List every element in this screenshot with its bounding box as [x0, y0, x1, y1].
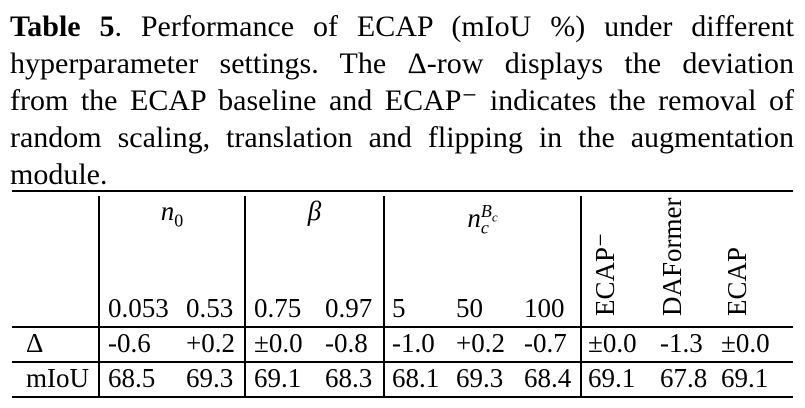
table-cell: 69.1	[588, 363, 636, 393]
table-cell: 68.3	[325, 363, 373, 393]
table-cell: 68.5	[108, 363, 156, 393]
caption-text-1: . Performance of ECAP (mIoU %) under dif…	[114, 10, 795, 43]
table-cell: 68.4	[524, 363, 572, 393]
caption-line-2: hyperparameter settings. The Δ-row displ…	[10, 47, 794, 80]
table-cell: +0.2	[186, 328, 235, 358]
caption-line-1: Table 5. Performance of ECAP (mIoU %) un…	[10, 8, 794, 45]
table-mid-rule	[12, 361, 793, 363]
table-cell: -0.6	[108, 328, 151, 358]
table-cell: ±0.0	[254, 328, 303, 358]
table-cell: 68.1	[392, 363, 440, 393]
row-label-miou: mIoU	[26, 363, 89, 393]
table-cell: ±0.0	[721, 328, 770, 358]
caption-line-3: from the ECAP baseline and ECAP⁻ indicat…	[10, 84, 794, 117]
table-cell: -0.7	[524, 328, 567, 358]
header-ecap-minus: ECAP⁻	[590, 232, 620, 316]
table-cell: +0.2	[456, 328, 505, 358]
col-rule-beta	[383, 196, 385, 396]
table-header-rule	[12, 326, 793, 328]
table-cell: 69.1	[721, 363, 769, 393]
header-beta: β	[307, 196, 322, 226]
subheader-100: 100	[524, 293, 565, 323]
table-cell: -1.3	[660, 328, 703, 358]
subheader-5: 5	[392, 293, 406, 323]
col-rule-label	[98, 196, 100, 396]
table-caption: Table 5. Performance of ECAP (mIoU %) un…	[10, 8, 794, 193]
table-cell: -0.8	[325, 328, 368, 358]
subheader-075: 0.75	[254, 293, 302, 323]
subheader-053: 0.53	[186, 293, 234, 323]
table-bottom-rule	[12, 396, 793, 398]
table-cell: 69.3	[456, 363, 504, 393]
col-rule-nc	[580, 196, 582, 396]
subheader-0053: 0.053	[108, 293, 169, 323]
subheader-50: 50	[456, 293, 483, 323]
table-cell: 69.1	[254, 363, 302, 393]
table-cell: 67.8	[660, 363, 708, 393]
caption-line-5: module.	[10, 158, 108, 191]
caption-label: Table 5	[10, 10, 115, 43]
header-ecap: ECAP	[722, 246, 752, 316]
header-n0: n0	[160, 196, 184, 231]
caption-line-4: random scaling, translation and flipping…	[10, 121, 794, 154]
table-cell: 69.3	[186, 363, 234, 393]
row-label-delta: Δ	[26, 328, 44, 358]
table-cell: ±0.0	[588, 328, 637, 358]
table-top-rule	[12, 190, 793, 192]
subheader-097: 0.97	[325, 293, 373, 323]
header-nc: ncBc	[467, 201, 498, 238]
table-cell: -1.0	[392, 328, 435, 358]
col-rule-n0	[244, 196, 246, 396]
header-daformer: DAFormer	[657, 197, 687, 316]
